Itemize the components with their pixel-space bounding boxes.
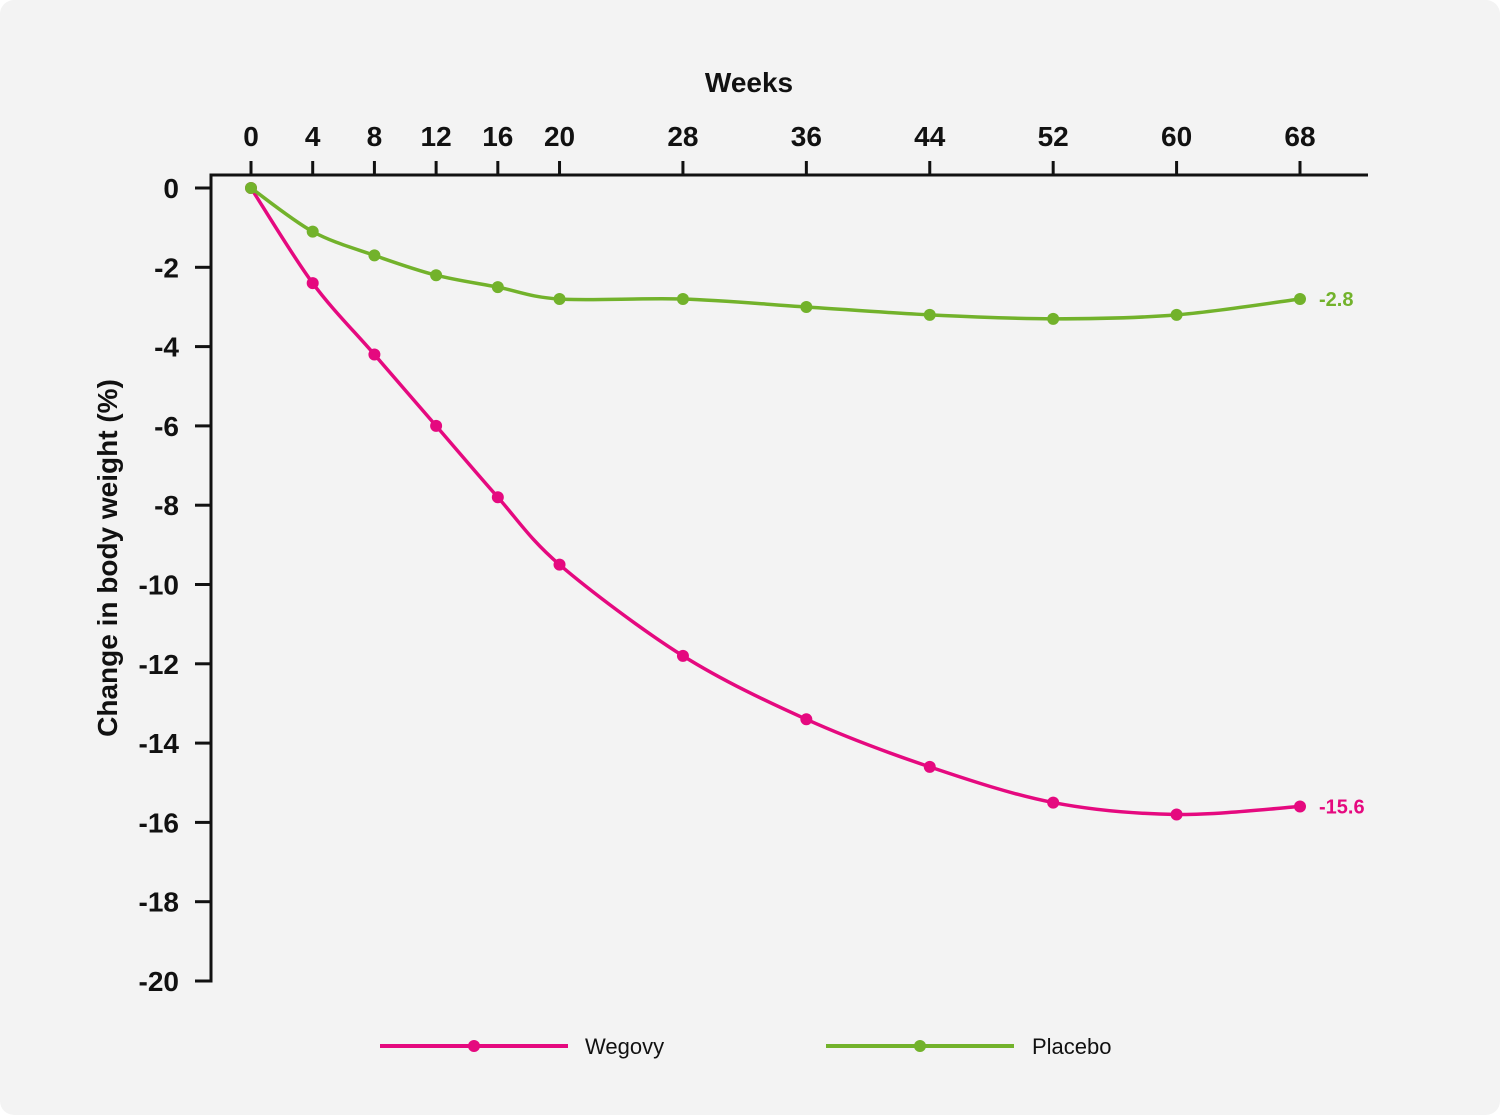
x-tick-label: 52 bbox=[1038, 121, 1069, 152]
data-point-wegovy bbox=[368, 348, 381, 361]
data-point-placebo bbox=[1170, 308, 1183, 321]
series-line-placebo bbox=[249, 186, 1302, 321]
data-point-wegovy bbox=[923, 760, 936, 773]
data-point-wegovy bbox=[1170, 808, 1183, 821]
x-tick-label: 36 bbox=[791, 121, 822, 152]
data-point-placebo bbox=[430, 269, 443, 282]
end-value-label-placebo: -2.8 bbox=[1319, 289, 1353, 311]
data-point-placebo bbox=[553, 293, 566, 306]
data-point-placebo bbox=[306, 225, 319, 238]
y-tick-label: -8 bbox=[154, 490, 179, 521]
y-tick-label: 0 bbox=[163, 173, 179, 204]
end-value-label-wegovy: -15.6 bbox=[1319, 797, 1365, 819]
x-tick-label: 68 bbox=[1284, 121, 1315, 152]
data-point-placebo bbox=[1294, 293, 1306, 306]
data-point-placebo bbox=[1047, 312, 1060, 325]
axes bbox=[209, 173, 1368, 983]
legend-swatch-placebo-marker bbox=[914, 1040, 926, 1052]
x-tick-label: 44 bbox=[914, 121, 946, 152]
y-axis-ticks: 0 -2 -4 -6 -8 -10 -12 -14 -16 -18 -20 bbox=[139, 173, 211, 997]
series-wegovy: -15.6 bbox=[245, 182, 1365, 821]
x-axis-title: Weeks bbox=[705, 67, 793, 98]
x-tick-label: 20 bbox=[544, 121, 575, 152]
x-tick-label: 16 bbox=[482, 121, 513, 152]
legend-swatch-wegovy-marker bbox=[468, 1040, 480, 1052]
data-point-wegovy bbox=[1047, 796, 1060, 809]
data-point-wegovy bbox=[553, 558, 566, 571]
data-point-wegovy bbox=[1294, 800, 1306, 813]
y-tick-label: -16 bbox=[139, 807, 179, 838]
legend-label-wegovy: Wegovy bbox=[585, 1034, 664, 1059]
x-tick-label: 12 bbox=[421, 121, 452, 152]
data-point-placebo bbox=[245, 182, 257, 194]
data-point-placebo bbox=[676, 293, 689, 306]
data-point-wegovy bbox=[430, 419, 443, 432]
data-point-wegovy bbox=[491, 491, 504, 504]
data-point-placebo bbox=[800, 300, 813, 313]
x-tick-label: 8 bbox=[367, 121, 383, 152]
legend-label-placebo: Placebo bbox=[1032, 1034, 1112, 1059]
y-tick-label: -14 bbox=[139, 728, 180, 759]
y-tick-label: -4 bbox=[154, 332, 179, 363]
series-layer: -15.6 -2.8 bbox=[245, 182, 1365, 821]
y-axis-title: Change in body weight (%) bbox=[92, 379, 123, 737]
data-point-wegovy bbox=[800, 713, 813, 726]
data-point-placebo bbox=[923, 308, 936, 321]
legend: Wegovy Placebo bbox=[380, 1034, 1112, 1059]
data-point-wegovy bbox=[676, 649, 689, 662]
y-tick-label: -18 bbox=[139, 887, 179, 918]
y-tick-label: -20 bbox=[139, 966, 179, 997]
x-tick-label: 0 bbox=[243, 121, 259, 152]
data-point-placebo bbox=[368, 249, 381, 262]
y-tick-label: -6 bbox=[154, 411, 179, 442]
x-axis-ticks: 0 4 8 12 16 20 28 36 44 52 60 68 bbox=[243, 121, 1316, 175]
y-tick-label: -12 bbox=[139, 649, 179, 680]
series-line-wegovy bbox=[249, 186, 1302, 817]
y-tick-label: -10 bbox=[139, 570, 179, 601]
data-point-wegovy bbox=[306, 277, 319, 290]
x-tick-label: 4 bbox=[305, 121, 321, 152]
data-point-placebo bbox=[491, 281, 504, 294]
y-tick-label: -2 bbox=[154, 252, 179, 283]
x-tick-label: 28 bbox=[667, 121, 698, 152]
series-placebo: -2.8 bbox=[245, 182, 1353, 325]
x-tick-label: 60 bbox=[1161, 121, 1192, 152]
